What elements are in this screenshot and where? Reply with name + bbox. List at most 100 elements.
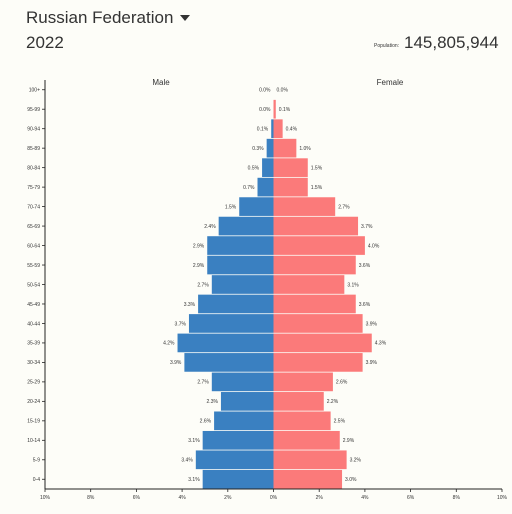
male-data-label: 3.9% <box>170 360 182 366</box>
country-selector[interactable]: Russian Federation <box>26 8 191 28</box>
female-bar[interactable] <box>273 450 347 470</box>
male-data-label: 3.3% <box>184 302 196 308</box>
male-bar[interactable] <box>262 158 274 177</box>
male-bar[interactable] <box>207 255 274 275</box>
female-bar[interactable] <box>273 138 297 158</box>
female-bar[interactable] <box>273 158 308 177</box>
male-data-label: 2.7% <box>197 380 209 386</box>
female-bar[interactable] <box>273 236 365 255</box>
caret-down-icon[interactable] <box>180 14 191 21</box>
female-bar[interactable] <box>273 255 356 275</box>
female-data-label: 1.5% <box>311 165 323 171</box>
male-bar[interactable] <box>214 411 274 431</box>
y-tick-label: 0-4 <box>33 477 40 483</box>
y-tick-label: 45-49 <box>27 302 40 308</box>
female-data-label: 0.1% <box>279 107 291 113</box>
x-tick-label: 6% <box>407 495 415 501</box>
female-data-label: 2.5% <box>334 419 346 425</box>
male-data-label: 0.3% <box>252 146 264 152</box>
y-tick-label: 15-19 <box>27 419 40 425</box>
female-bar[interactable] <box>273 275 345 294</box>
male-data-label: 0.1% <box>257 126 269 132</box>
country-name[interactable]: Russian Federation <box>26 8 174 27</box>
female-data-label: 2.7% <box>338 204 350 210</box>
population-value: 145,805,944 <box>404 33 499 52</box>
female-bar[interactable] <box>273 372 333 392</box>
y-tick-label: 55-59 <box>27 263 40 269</box>
legend-female: Female <box>377 78 404 87</box>
male-bar[interactable] <box>184 353 274 372</box>
female-data-label: 0.0% <box>277 88 289 94</box>
male-data-label: 2.4% <box>204 224 216 230</box>
y-tick-label: 80-84 <box>27 165 40 171</box>
female-data-label: 3.2% <box>350 458 362 464</box>
female-bar[interactable] <box>273 177 308 197</box>
male-bar[interactable] <box>220 392 274 411</box>
male-data-label: 2.3% <box>207 399 219 405</box>
female-bar[interactable] <box>273 314 363 333</box>
population-label: Population: <box>374 43 400 49</box>
female-bar[interactable] <box>273 411 331 431</box>
female-bar[interactable] <box>273 469 343 489</box>
female-data-label: 4.3% <box>375 341 387 347</box>
female-bar[interactable] <box>273 99 276 119</box>
x-tick-label: 0% <box>270 495 278 501</box>
female-bar[interactable] <box>273 216 359 236</box>
y-tick-label: 35-39 <box>27 341 40 347</box>
x-tick-label: 4% <box>178 495 186 501</box>
x-tick-label: 2% <box>316 495 324 501</box>
y-tick-label: 75-79 <box>27 185 40 191</box>
x-tick-label: 10% <box>40 495 51 501</box>
male-bar[interactable] <box>177 333 274 353</box>
male-data-label: 3.1% <box>188 477 200 483</box>
male-data-label: 2.9% <box>193 263 205 269</box>
male-bar[interactable] <box>239 197 274 216</box>
male-bar[interactable] <box>271 119 274 139</box>
female-data-label: 3.9% <box>366 360 378 366</box>
y-tick-label: 65-69 <box>27 224 40 230</box>
female-data-label: 3.6% <box>359 302 371 308</box>
male-bar[interactable] <box>211 372 274 392</box>
male-data-label: 2.6% <box>200 419 212 425</box>
header: Russian Federation 2022 Population: 145,… <box>0 0 512 60</box>
female-bar[interactable] <box>273 392 324 411</box>
male-bar[interactable] <box>195 450 274 470</box>
female-bar[interactable] <box>273 119 283 139</box>
y-tick-label: 60-64 <box>27 243 40 249</box>
year-label: 2022 <box>26 33 64 52</box>
male-bar[interactable] <box>266 138 274 158</box>
male-bar[interactable] <box>207 236 274 255</box>
y-tick-label: 70-74 <box>27 204 40 210</box>
x-tick-label: 2% <box>224 495 232 501</box>
y-tick-label: 40-44 <box>27 321 40 327</box>
male-bar[interactable] <box>211 275 274 294</box>
male-data-label: 0.5% <box>248 165 260 171</box>
y-tick-label: 100+ <box>29 88 40 94</box>
male-bar[interactable] <box>198 294 274 314</box>
y-tick-label: 85-89 <box>27 146 40 152</box>
male-bar[interactable] <box>202 469 274 489</box>
y-tick-label: 25-29 <box>27 380 40 386</box>
male-bar[interactable] <box>202 430 274 450</box>
x-tick-label: 10% <box>497 495 508 501</box>
female-bar[interactable] <box>273 333 372 353</box>
male-data-label: 3.4% <box>181 458 193 464</box>
female-bar[interactable] <box>273 353 363 372</box>
male-bar[interactable] <box>218 216 274 236</box>
x-tick-label: 8% <box>453 495 461 501</box>
male-bar[interactable] <box>257 177 274 197</box>
x-tick-label: 6% <box>133 495 141 501</box>
y-tick-label: 5-9 <box>33 458 40 464</box>
female-data-label: 0.4% <box>286 126 298 132</box>
male-bar[interactable] <box>188 314 274 333</box>
female-data-label: 3.0% <box>345 477 357 483</box>
female-data-label: 3.7% <box>361 224 373 230</box>
male-data-label: 0.0% <box>259 107 271 113</box>
female-bar[interactable] <box>273 294 356 314</box>
male-data-label: 2.7% <box>197 282 209 288</box>
female-bar[interactable] <box>273 430 340 450</box>
x-tick-label: 4% <box>361 495 369 501</box>
y-tick-label: 30-34 <box>27 360 40 366</box>
female-bar[interactable] <box>273 197 336 216</box>
female-data-label: 2.6% <box>336 380 348 386</box>
